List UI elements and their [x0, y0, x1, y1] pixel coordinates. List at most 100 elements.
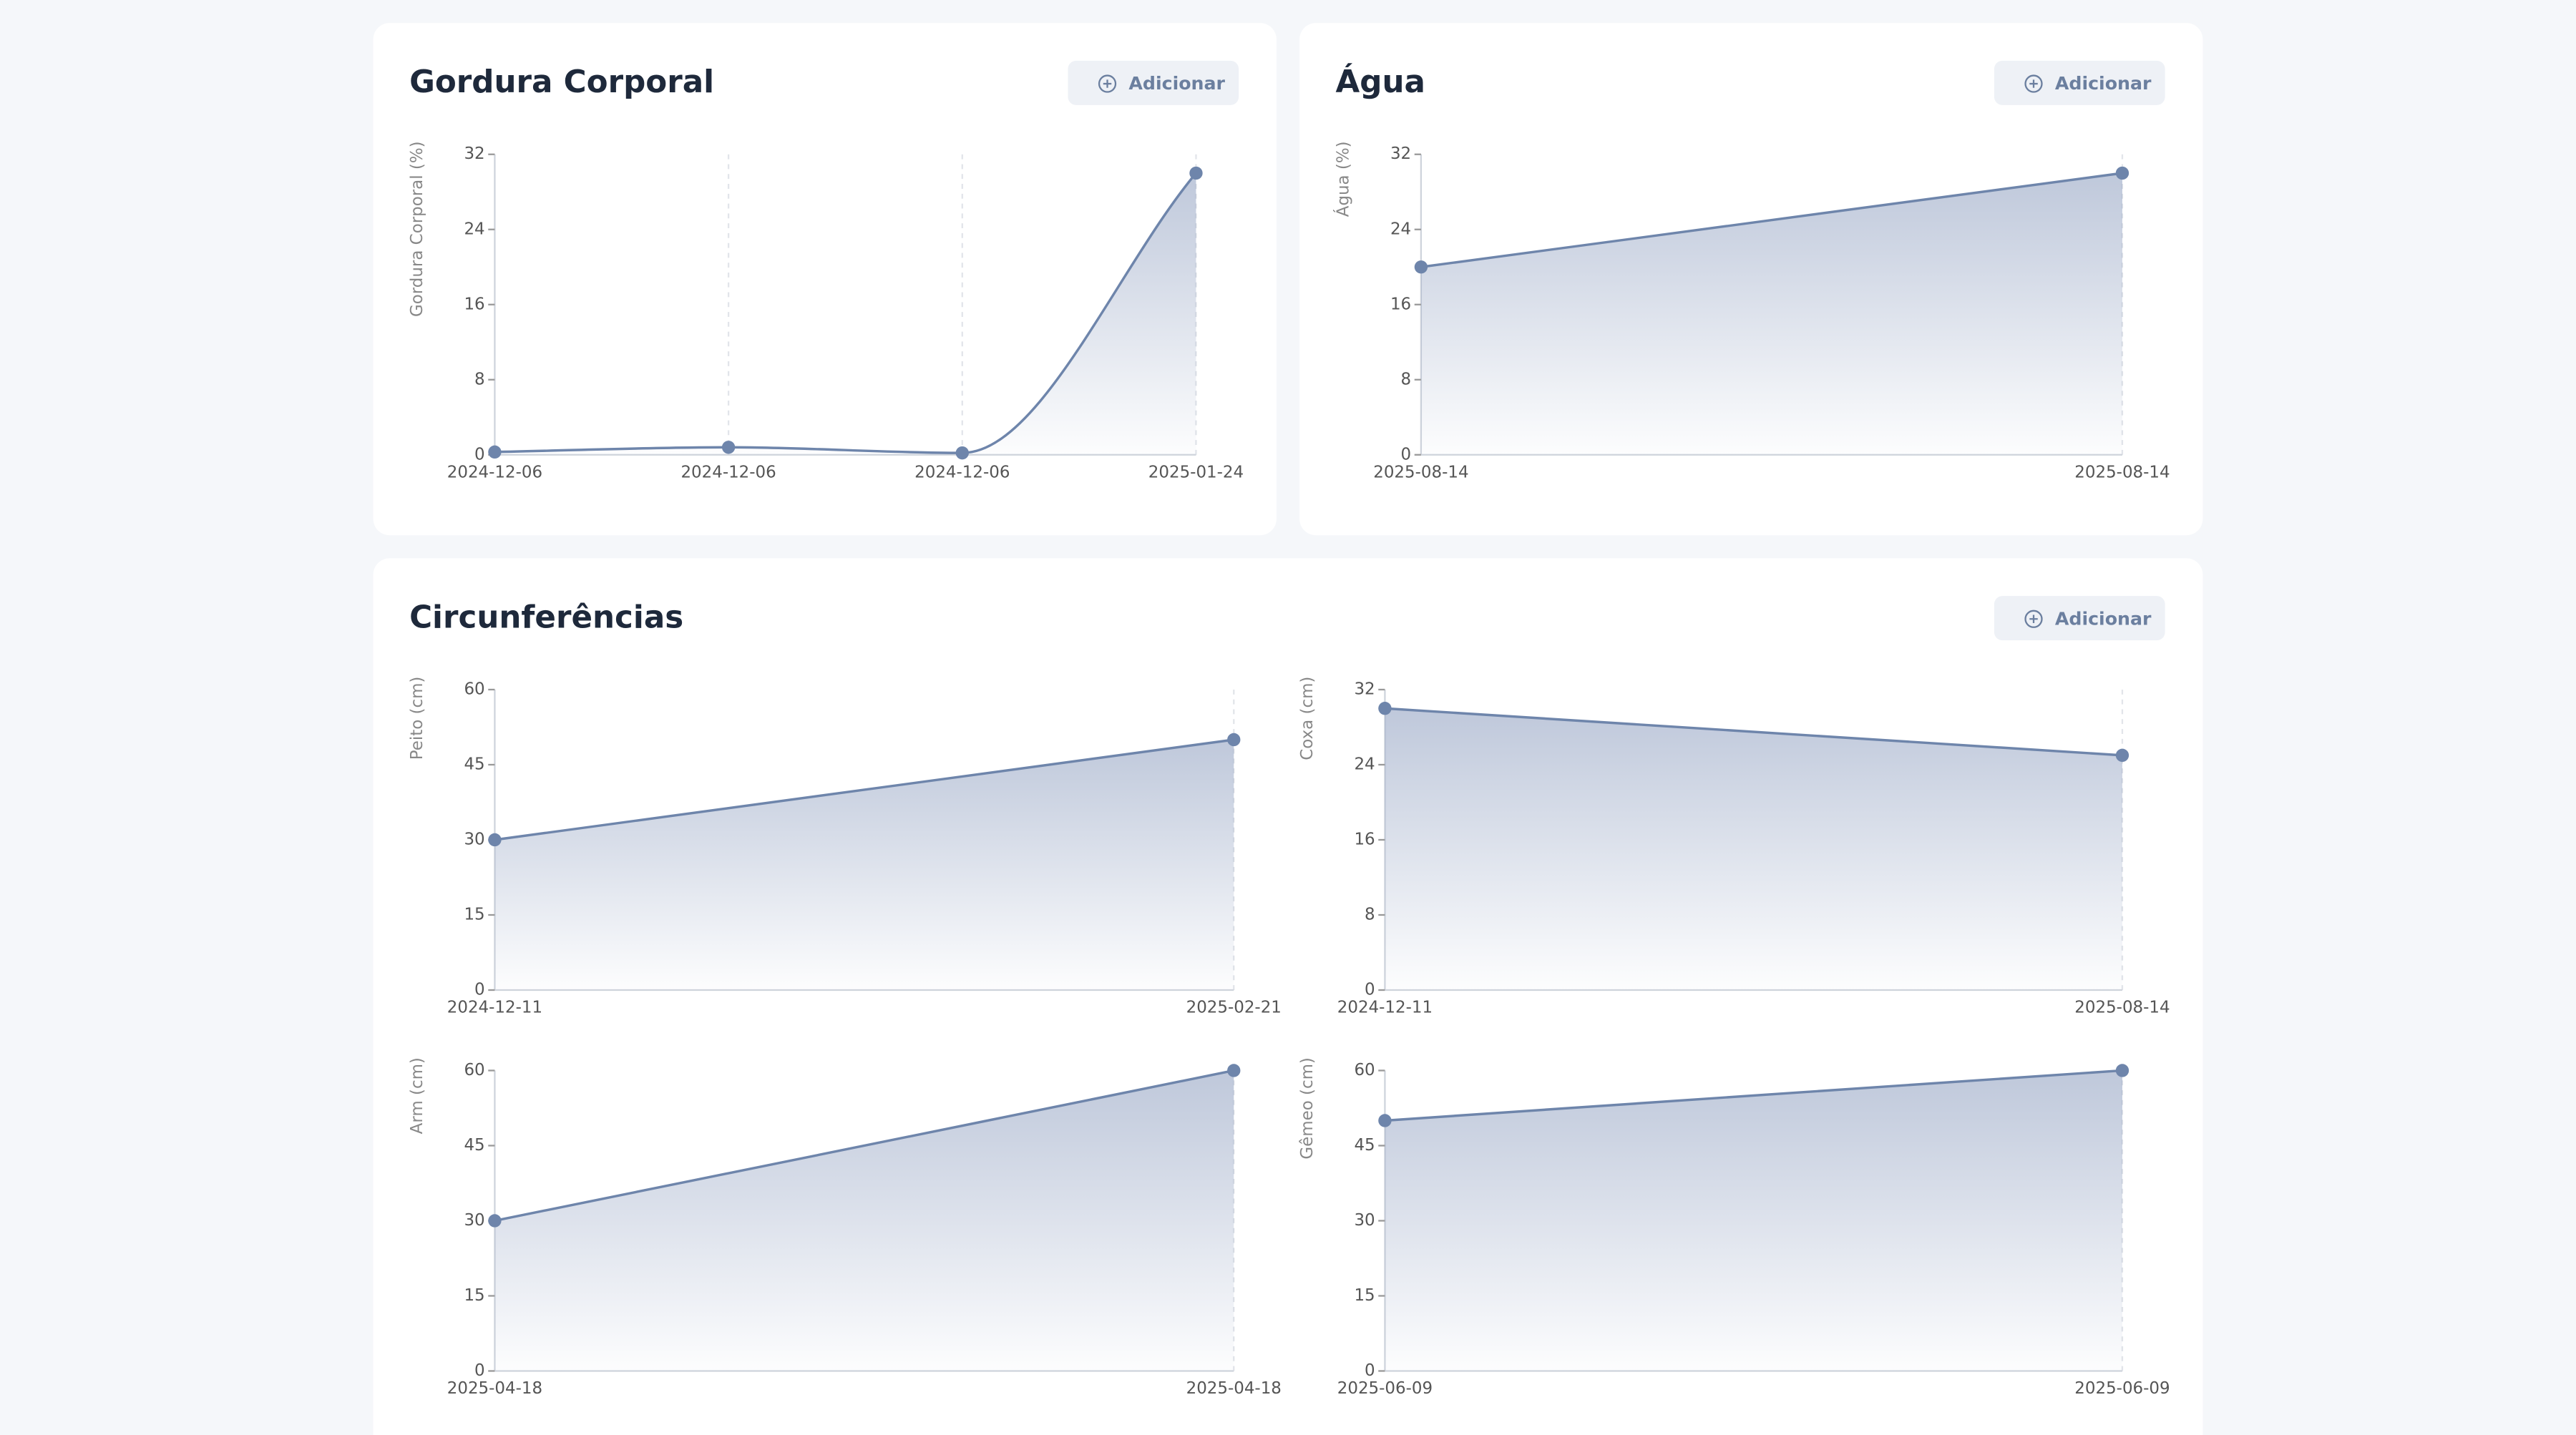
data-point [1189, 166, 1203, 180]
x-tick-label: 2024-12-06 [447, 464, 542, 482]
button-bg[interactable] [1994, 596, 2165, 641]
line [1385, 1069, 2123, 1122]
data-point [2115, 166, 2129, 180]
y-axis-label: Arm (cm) [408, 1057, 426, 1134]
x-tick-label: 2024-12-11 [1337, 999, 1433, 1017]
area [1385, 1070, 2122, 1371]
plus-icon [2029, 79, 2038, 88]
y-tick-label: 24 [1354, 755, 1375, 773]
data-point [488, 445, 502, 459]
button-bg[interactable] [1068, 60, 1239, 105]
y-tick-label: 8 [474, 370, 485, 388]
x-tick-label: 2025-06-09 [1337, 1379, 1433, 1398]
y-label-group: Arm (cm) [408, 1057, 426, 1134]
data-point [488, 833, 502, 847]
x-tick-label: 2025-08-14 [2074, 464, 2170, 482]
data-point [1378, 702, 1392, 715]
area [494, 172, 1196, 455]
button-label[interactable]: Adicionar [2055, 608, 2152, 629]
y-axis-label: Peito (cm) [408, 677, 426, 760]
button-label[interactable]: Adicionar [1128, 73, 1225, 94]
add-button[interactable]: Adicionar [1994, 60, 2165, 105]
y-tick-label: 0 [474, 1361, 485, 1380]
data-point [721, 441, 736, 454]
data-point [1227, 1064, 1241, 1077]
x-tick-label: 2025-06-09 [2074, 1379, 2170, 1398]
y-label-group: Gêmeo (cm) [1298, 1057, 1317, 1160]
y-tick-label: 32 [1354, 680, 1375, 698]
y-tick-label: 8 [1365, 905, 1375, 924]
y-tick-label: 0 [474, 445, 485, 464]
data-point [1227, 733, 1241, 747]
y-tick-label: 16 [464, 295, 484, 313]
y-tick-label: 24 [464, 220, 484, 238]
x-tick-label: 2025-04-18 [1186, 1379, 1282, 1398]
plus-icon [2024, 609, 2043, 628]
x-tick-label: 2025-01-24 [1148, 464, 1244, 482]
y-tick-label: 60 [1354, 1061, 1375, 1079]
y-label-group: Peito (cm) [408, 677, 426, 760]
button-label[interactable]: Adicionar [2055, 73, 2152, 94]
y-tick-label: 8 [1401, 370, 1412, 388]
y-tick-label: 16 [1390, 295, 1411, 313]
y-tick-label: 30 [464, 830, 484, 848]
y-tick-label: 0 [1401, 445, 1412, 464]
y-tick-label: 15 [1354, 1286, 1375, 1305]
data-point [488, 1214, 502, 1228]
y-tick-label: 60 [464, 1061, 484, 1079]
card-title: Água [1336, 62, 1425, 100]
x-tick-label: 2024-12-06 [680, 464, 776, 482]
plus-icon [1098, 74, 1117, 93]
plus-icon [2029, 614, 2038, 624]
line [1385, 707, 2123, 757]
data-point [2115, 748, 2129, 763]
line [494, 172, 1197, 454]
plus-icon [2024, 74, 2043, 93]
y-tick-label: 32 [1390, 145, 1411, 163]
y-tick-label: 45 [1354, 1136, 1375, 1155]
card-title: Gordura Corporal [409, 64, 714, 100]
y-tick-label: 32 [464, 145, 484, 163]
y-label-group: Gordura Corporal (%) [408, 141, 426, 317]
plus-icon [1103, 79, 1112, 88]
line [494, 738, 1234, 841]
y-tick-label: 30 [464, 1211, 484, 1230]
area [494, 739, 1234, 991]
y-label-group: Água (%) [1333, 141, 1353, 217]
y-tick-label: 60 [464, 680, 484, 698]
y-tick-label: 15 [464, 1286, 484, 1305]
y-axis-label: Gêmeo (cm) [1298, 1057, 1317, 1160]
y-tick-label: 16 [1354, 830, 1375, 848]
x-tick-label: 2024-12-11 [447, 999, 542, 1017]
y-axis-label: Coxa (cm) [1298, 677, 1317, 760]
add-button[interactable]: Adicionar [1068, 60, 1239, 105]
line [494, 1069, 1234, 1223]
y-tick-label: 0 [474, 981, 485, 999]
y-tick-label: 45 [464, 755, 484, 773]
line [1420, 172, 2123, 268]
card-title: Circunferências [409, 599, 683, 635]
x-tick-label: 2025-08-14 [1373, 464, 1468, 482]
button-bg[interactable] [1994, 60, 2165, 105]
y-axis-label: Gordura Corporal (%) [408, 141, 426, 317]
y-tick-label: 15 [464, 905, 484, 924]
data-point [2115, 1064, 2129, 1077]
data-point [1378, 1114, 1392, 1127]
y-tick-label: 45 [464, 1136, 484, 1155]
area [1385, 708, 2122, 991]
x-tick-label: 2024-12-06 [914, 464, 1010, 482]
add-button[interactable]: Adicionar [1994, 596, 2165, 641]
x-tick-label: 2025-04-18 [447, 1379, 542, 1398]
y-tick-label: 30 [1354, 1211, 1375, 1230]
x-tick-label: 2025-02-21 [1186, 999, 1282, 1017]
x-tick-label: 2025-08-14 [2074, 999, 2170, 1017]
area [494, 1070, 1234, 1371]
y-tick-label: 0 [1365, 1361, 1375, 1380]
y-tick-label: 24 [1390, 220, 1411, 238]
y-tick-label: 0 [1365, 981, 1375, 999]
data-point [955, 446, 969, 460]
data-point [1414, 260, 1428, 274]
y-label-group: Coxa (cm) [1298, 677, 1317, 760]
